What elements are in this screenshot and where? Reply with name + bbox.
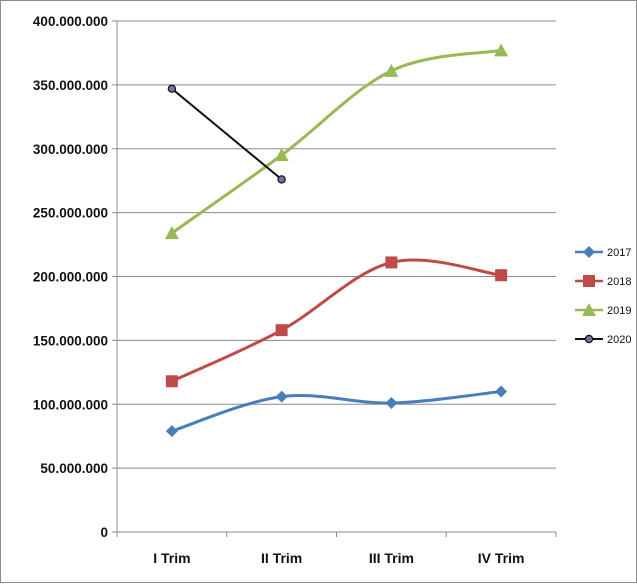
y-tick-label: 150.000.000 <box>33 333 108 348</box>
data-point-2020 <box>277 175 286 184</box>
legend-marker-2019 <box>582 303 596 316</box>
series-markers <box>164 43 509 438</box>
data-point-2017 <box>495 385 508 398</box>
x-tick-label: III Trim <box>369 550 414 566</box>
legend-label-2019: 2019 <box>607 305 631 317</box>
legend-label-2017: 2017 <box>607 247 631 259</box>
y-tick-label: 0 <box>100 525 108 540</box>
legend-marker-2018 <box>583 275 595 287</box>
series-line-2019 <box>170 48 503 235</box>
legend-label-2020: 2020 <box>607 334 631 346</box>
x-tick-label: II Trim <box>261 550 302 566</box>
y-tick-label: 250.000.000 <box>33 206 108 221</box>
y-tick-label: 50.000.000 <box>40 461 108 476</box>
data-point-2019 <box>274 148 289 162</box>
data-point-2018 <box>385 256 398 269</box>
series-lines <box>170 48 503 433</box>
data-point-2018 <box>165 375 178 388</box>
legend-marker-2020 <box>584 334 594 344</box>
y-tick-label: 400.000.000 <box>33 14 108 29</box>
data-point-2018 <box>275 324 288 337</box>
legend-label-2018: 2018 <box>607 276 631 288</box>
series-line-2018 <box>170 258 503 383</box>
gridlines <box>117 20 556 469</box>
data-point-2017 <box>275 390 288 403</box>
x-tick-label: I Trim <box>153 550 190 566</box>
series-line-2020 <box>170 87 283 181</box>
data-point-2019 <box>164 226 179 240</box>
x-tick-label: IV Trim <box>478 550 525 566</box>
series-line-2017 <box>170 389 503 433</box>
y-axis-ticks: 0 50.000.000 100.000.000 150.000.000 200.000… <box>33 14 117 540</box>
data-point-2019 <box>494 43 509 57</box>
y-tick-label: 200.000.000 <box>33 270 108 285</box>
x-axis-ticks: I Trim II Trim III Trim IV Trim <box>116 532 557 566</box>
legend: 2017 2018 2019 2020 <box>575 246 631 346</box>
data-point-2019 <box>384 63 399 77</box>
y-tick-label: 300.000.000 <box>33 142 108 157</box>
legend-marker-2017 <box>583 246 595 258</box>
y-tick-label: 350.000.000 <box>33 78 108 93</box>
data-point-2018 <box>495 269 508 282</box>
data-point-2020 <box>167 84 177 93</box>
y-tick-label: 100.000.000 <box>33 397 108 412</box>
data-point-2017 <box>165 425 178 438</box>
data-point-2017 <box>385 396 398 409</box>
